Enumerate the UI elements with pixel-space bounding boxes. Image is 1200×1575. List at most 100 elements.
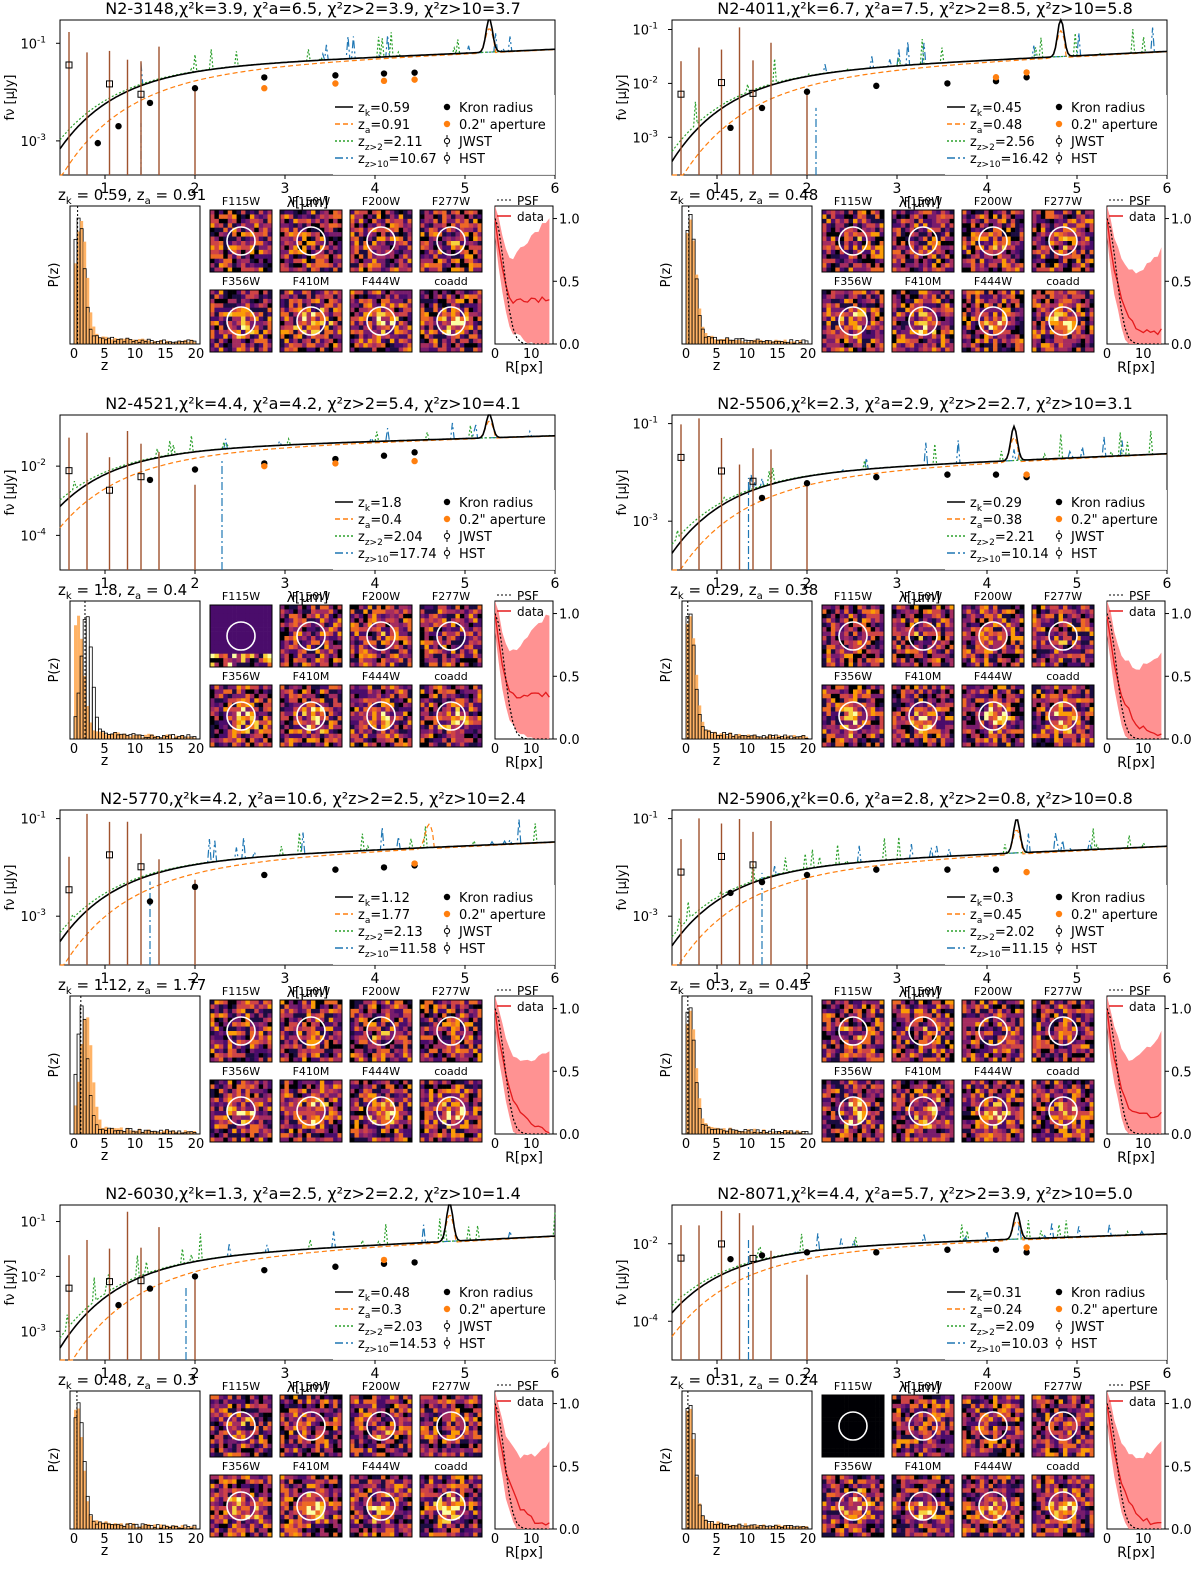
cutout-pixel	[210, 210, 215, 215]
cutout-pixel	[822, 316, 827, 322]
cutout-pixel	[372, 263, 377, 268]
cutout-pixel	[398, 618, 404, 624]
cutout-pixel	[1019, 307, 1025, 313]
cutout-pixel	[1001, 245, 1007, 251]
pz-bar-aperture	[104, 336, 108, 344]
cutout-pixel	[293, 636, 299, 641]
cutout-pixel	[245, 218, 251, 224]
cutout-pixel	[905, 294, 911, 300]
cutout-pixel	[866, 316, 872, 322]
cutout-pixel	[315, 605, 321, 610]
cutout-pixel	[245, 232, 251, 237]
cutout-pixel	[473, 316, 478, 322]
cutout-pixel	[1006, 210, 1012, 215]
cutout-pixel	[319, 258, 325, 264]
cutout-pixel	[927, 312, 933, 317]
cutout-pixel	[214, 223, 220, 229]
cutout-pixel	[477, 605, 483, 610]
aperture-circle	[436, 306, 466, 336]
cutout-pixel	[249, 347, 255, 353]
cutout-pixel	[428, 214, 434, 220]
cutout-pixel	[477, 653, 483, 659]
cutout-pixel	[988, 258, 994, 264]
cutout-pixel	[302, 258, 307, 264]
cutout-pixel	[337, 653, 343, 659]
cutout-pixel	[333, 210, 338, 215]
cutout-pixel	[839, 312, 845, 317]
cutout-pixel	[333, 236, 338, 242]
cutout-pixel	[442, 636, 447, 641]
cutout-pixel	[354, 618, 360, 624]
cutout-pixel	[315, 636, 321, 641]
cutout-pixel	[1071, 307, 1077, 313]
cutout-pixel	[311, 605, 316, 610]
cutout-pixel	[962, 245, 967, 251]
cutout-pixel	[1032, 298, 1037, 304]
cutout-pixel	[853, 298, 858, 304]
cutout-pixel	[900, 227, 906, 233]
cutout-pixel	[363, 307, 369, 313]
cutout-pixel	[433, 214, 439, 220]
cutout-pixel	[407, 653, 413, 659]
cutout-pixel	[997, 338, 1003, 344]
pz-x-label: z	[101, 358, 108, 374]
cutout-pixel	[1049, 258, 1055, 264]
cutout-pixel	[1071, 334, 1077, 340]
cutout-pixel	[1049, 298, 1055, 304]
cutout-pixel	[293, 649, 299, 655]
cutout-pixel	[1006, 334, 1012, 340]
cutout-pixel	[870, 214, 876, 220]
pz-bar-aperture	[135, 735, 139, 739]
cutout-pixel	[826, 227, 832, 233]
cutout-pixel	[451, 329, 456, 335]
cutout-pixel	[367, 343, 373, 348]
cutout-pixel	[1076, 343, 1082, 348]
cutout-pixel	[433, 218, 439, 224]
cutout-pixel	[1006, 218, 1012, 224]
cutout-pixel	[1036, 329, 1042, 335]
cutout-pixel	[394, 698, 400, 704]
cutout-pixel	[1001, 227, 1007, 233]
cutout-pixel	[249, 218, 255, 224]
cutout-pixel	[892, 267, 897, 273]
cutout-pixel	[311, 254, 316, 260]
cutout-pixel	[263, 720, 268, 726]
cutout-pixel	[223, 689, 229, 695]
cutout-pixel	[385, 644, 391, 650]
cutout-pixel	[311, 644, 316, 650]
cutout-pixel	[284, 644, 290, 650]
cutout-pixel	[398, 613, 404, 619]
cutout-pixel	[1054, 254, 1059, 260]
cutout-pixel	[367, 241, 373, 246]
cutout-pixel	[324, 218, 330, 224]
cutout-pixel	[839, 263, 845, 268]
cutout-pixel	[1036, 334, 1042, 340]
cutout-pixel	[210, 711, 215, 717]
cutout-pixel	[896, 347, 902, 353]
cutout-pixel	[363, 321, 369, 326]
cutout-pixel	[324, 236, 330, 242]
cutout-pixel	[1040, 290, 1046, 295]
cutout-pixel	[464, 325, 470, 331]
y-tick-exponent: -4	[37, 527, 46, 537]
cutout-pixel	[297, 298, 303, 304]
cutout-pixel	[975, 329, 981, 335]
cutout-pixel	[455, 631, 461, 637]
cutout-pixel	[267, 627, 273, 632]
cutout-pixel	[372, 254, 377, 260]
cutout-pixel	[333, 303, 338, 309]
cutout-pixel	[328, 707, 334, 712]
cutout-pixel	[363, 325, 369, 331]
cutout-pixel	[1085, 241, 1090, 246]
cutout-label-f200w: F200W	[362, 590, 400, 603]
cutout-pixel	[319, 249, 325, 255]
cutout-pixel	[988, 325, 994, 331]
cutout-pixel	[315, 738, 321, 743]
cutout-pixel	[218, 267, 224, 273]
cutout-pixel	[1049, 290, 1055, 295]
cutout-pixel	[905, 245, 911, 251]
cutout-pixel	[267, 640, 273, 646]
cutout-pixel	[892, 258, 897, 264]
cutout-pixel	[324, 303, 330, 309]
